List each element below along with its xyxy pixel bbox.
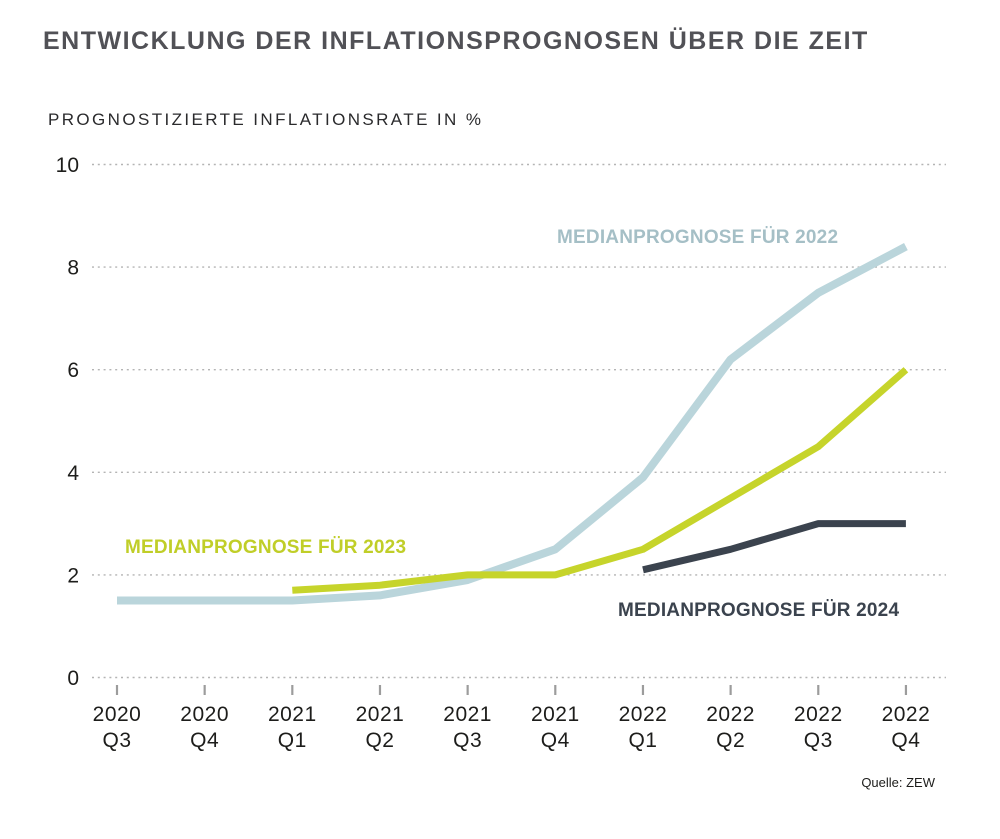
y-tick-label: 4 [67, 462, 79, 485]
x-tick-quarter: Q1 [278, 729, 307, 752]
x-tick-quarter: Q4 [541, 729, 570, 752]
y-tick-label: 6 [67, 359, 79, 382]
x-tick-year: 2021 [531, 703, 580, 726]
series-line-0 [117, 243, 908, 605]
x-tick-quarter: Q2 [716, 729, 745, 752]
x-tick-year: 2022 [706, 703, 755, 726]
x-tick-year: 2021 [356, 703, 405, 726]
series-label-2024: MEDIANPROGNOSE FÜR 2024 [618, 600, 900, 621]
x-tick-year: 2021 [443, 703, 492, 726]
series-line-1 [292, 367, 909, 594]
series-label-2023: MEDIANPROGNOSE FÜR 2023 [125, 537, 407, 558]
y-tick-label: 10 [56, 154, 79, 177]
source-credit: Quelle: ZEW [861, 775, 935, 790]
x-tick-quarter: Q1 [628, 729, 657, 752]
x-tick-year: 2020 [180, 703, 229, 726]
x-tick-quarter: Q4 [190, 729, 219, 752]
y-axis-title: PROGNOSTIZIERTE INFLATIONSRATE IN % [48, 110, 484, 129]
x-tick-quarter: Q3 [804, 729, 833, 752]
x-tick-quarter: Q3 [102, 729, 131, 752]
y-tick-label: 2 [67, 564, 79, 587]
x-tick-year: 2022 [794, 703, 843, 726]
x-tick-year: 2021 [268, 703, 317, 726]
x-tick-quarter: Q3 [453, 729, 482, 752]
series-line-2 [642, 520, 906, 574]
chart-title: ENTWICKLUNG DER INFLATIONSPROGNOSEN ÜBER… [43, 27, 869, 55]
x-tick-year: 2022 [882, 703, 931, 726]
x-tick-year: 2022 [619, 703, 668, 726]
x-tick-year: 2020 [93, 703, 142, 726]
x-tick-quarter: Q4 [891, 729, 920, 752]
y-tick-label: 0 [67, 667, 79, 690]
series-label-2022: MEDIANPROGNOSE FÜR 2022 [557, 227, 839, 248]
y-tick-label: 8 [67, 257, 79, 280]
x-tick-quarter: Q2 [365, 729, 394, 752]
